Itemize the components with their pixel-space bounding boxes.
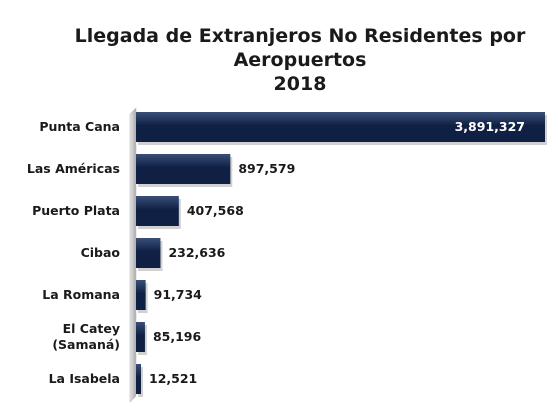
value-label: 3,891,327 xyxy=(455,119,525,134)
chart-title: Llegada de Extranjeros No Residentes por… xyxy=(75,25,526,95)
category-label: La Romana xyxy=(42,287,120,302)
bars-group xyxy=(136,112,547,397)
value-label: 91,734 xyxy=(154,287,203,302)
category-label: Las Américas xyxy=(27,161,120,176)
bar xyxy=(136,280,146,310)
category-label: La Isabela xyxy=(49,371,120,386)
axis-wall-panel xyxy=(129,107,137,403)
chart-title-line-2: Aeropuertos xyxy=(234,49,367,71)
chart-title-line-1: Llegada de Extranjeros No Residentes por xyxy=(75,25,526,47)
category-label: El Catey xyxy=(63,321,120,336)
category-label: Puerto Plata xyxy=(32,203,120,218)
category-label: (Samaná) xyxy=(52,337,120,352)
bar xyxy=(136,364,141,394)
bar xyxy=(136,238,161,268)
value-label: 407,568 xyxy=(187,203,244,218)
y-axis-wall xyxy=(129,107,137,403)
bar xyxy=(136,196,179,226)
category-labels: Punta Cana Las Américas Puerto Plata Cibao L… xyxy=(27,119,121,386)
category-label: Punta Cana xyxy=(39,119,120,134)
category-label: Cibao xyxy=(81,245,121,260)
chart-title-line-3: 2018 xyxy=(274,73,327,95)
bar xyxy=(136,322,145,352)
value-label: 232,636 xyxy=(168,245,225,260)
value-labels: 3,891,327 897,579 407,568 232,636 91,734 85,1… xyxy=(149,119,525,386)
value-label: 897,579 xyxy=(238,161,295,176)
value-label: 85,196 xyxy=(153,329,202,344)
bar xyxy=(136,154,231,184)
value-label: 12,521 xyxy=(149,371,197,386)
bar xyxy=(136,112,545,142)
